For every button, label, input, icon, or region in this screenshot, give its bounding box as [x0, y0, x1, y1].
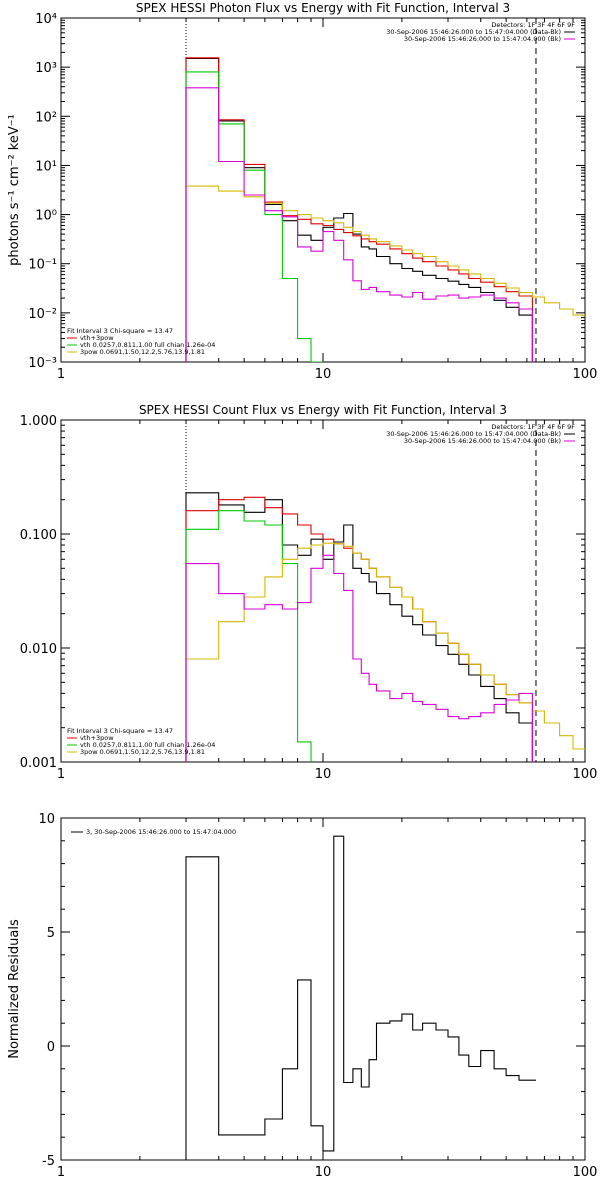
legend-topright-line: 30-Sep-2006 15:46:26.000 to 15:47:04.000…	[386, 430, 561, 438]
series-line-residuals	[185, 835, 536, 1160]
series-line-3pow	[185, 542, 585, 762]
legend-bottomleft-line: vth+3pow	[80, 734, 114, 742]
y-tick-label: 5	[47, 926, 55, 941]
legend-topright-line: Detectors: 1F 3F 4F 6F 9F	[491, 423, 575, 431]
series-line-vth	[185, 71, 323, 362]
y-tick-label: 0	[47, 1040, 55, 1055]
legend-bottomleft-line: Fit Interval 3 Chi-square = 13.47	[67, 327, 173, 335]
legend-entry: 3, 30-Sep-2006 15:46:26.000 to 15:47:04.…	[86, 828, 236, 836]
series-line-vth-3pow	[185, 496, 533, 762]
legend-bottomleft-line: 3pow 0.0691,1.50,12.2,5.76,13.9,1.81	[80, 348, 205, 356]
x-tick-label: 1	[57, 367, 65, 382]
series-line-vth-3pow	[185, 57, 533, 362]
y-tick-label: -5	[42, 1154, 55, 1169]
legend-bottomleft-line: Fit Interval 3 Chi-square = 13.47	[67, 727, 173, 735]
plot-frame	[60, 817, 586, 1161]
y-tick-label: 1.000	[20, 414, 57, 429]
y-tick-label: 10³	[35, 61, 57, 76]
series-line-bk	[185, 87, 533, 362]
series-line-data-bk	[185, 57, 533, 362]
y-tick-label: 10⁻²	[28, 307, 57, 322]
y-tick-label: 0.100	[20, 528, 57, 543]
plot-frame	[60, 17, 586, 363]
legend-bottomleft-line: vth+3pow	[80, 334, 114, 342]
chart-panel-1: SPEX HESSI Photon Flux vs Energy with Fi…	[7, 1, 597, 382]
x-tick-label: 100	[573, 767, 598, 782]
x-tick-label: 100	[573, 1165, 598, 1180]
x-tick-label: 1	[57, 1165, 65, 1180]
series-group	[185, 492, 585, 762]
series-group	[185, 57, 585, 362]
y-tick-label: 0.001	[20, 756, 57, 771]
chart-title: SPEX HESSI Count Flux vs Energy with Fit…	[139, 403, 507, 417]
legend-topright-line: 30-Sep-2006 15:46:26.000 to 15:47:04.000…	[404, 437, 561, 445]
y-axis-label: photons s⁻¹ cm⁻² keV⁻¹	[7, 114, 22, 266]
x-tick-label: 100	[573, 367, 598, 382]
y-tick-label: 10⁰	[35, 209, 57, 224]
legend-bottomleft-line: vth 0.0257,0.811,1.00 full chian 1.26e-0…	[80, 741, 215, 749]
legend-bottomleft-line: 3pow 0.0691,1.50,12.2,5.76,13.9,1.81	[80, 748, 205, 756]
legend-topright-line: 30-Sep-2006 15:46:26.000 to 15:47:04.000…	[386, 28, 561, 36]
legend-topright-line: 30-Sep-2006 15:46:26.000 to 15:47:04.000…	[404, 35, 561, 43]
legend-topright-line: Detectors: 1F 3F 4F 6F 9F	[491, 21, 575, 29]
x-tick-label: 10	[315, 367, 332, 382]
y-tick-label: 10⁴	[35, 12, 57, 27]
y-tick-label: 10⁻¹	[28, 258, 57, 273]
y-tick-label: 10⁻³	[28, 356, 57, 371]
legend-bottomleft-line: vth 0.0257,0.811,1.00 full chian 1.26e-0…	[80, 341, 215, 349]
y-tick-label: 10	[38, 812, 55, 827]
y-tick-label: 10²	[35, 110, 57, 125]
y-tick-label: 0.010	[20, 642, 57, 657]
series-line-vth	[185, 510, 312, 762]
series-line-bk	[185, 554, 533, 762]
y-tick-label: 10¹	[35, 159, 57, 174]
series-group	[185, 835, 536, 1160]
chart-panel-3: 1 10 100 -5 0 5 10 Normalized Residuals 3, 30-Se…	[7, 812, 597, 1180]
x-tick-label: 10	[315, 767, 332, 782]
chart-title: SPEX HESSI Photon Flux vs Energy with Fi…	[136, 1, 510, 15]
chart-panel-2: SPEX HESSI Count Flux vs Energy with Fit…	[20, 403, 598, 782]
series-line-data-bk	[185, 492, 533, 762]
x-tick-label: 1	[57, 767, 65, 782]
series-line-3pow	[185, 185, 585, 362]
x-tick-label: 10	[315, 1165, 332, 1180]
y-axis-label: Normalized Residuals	[7, 919, 22, 1059]
